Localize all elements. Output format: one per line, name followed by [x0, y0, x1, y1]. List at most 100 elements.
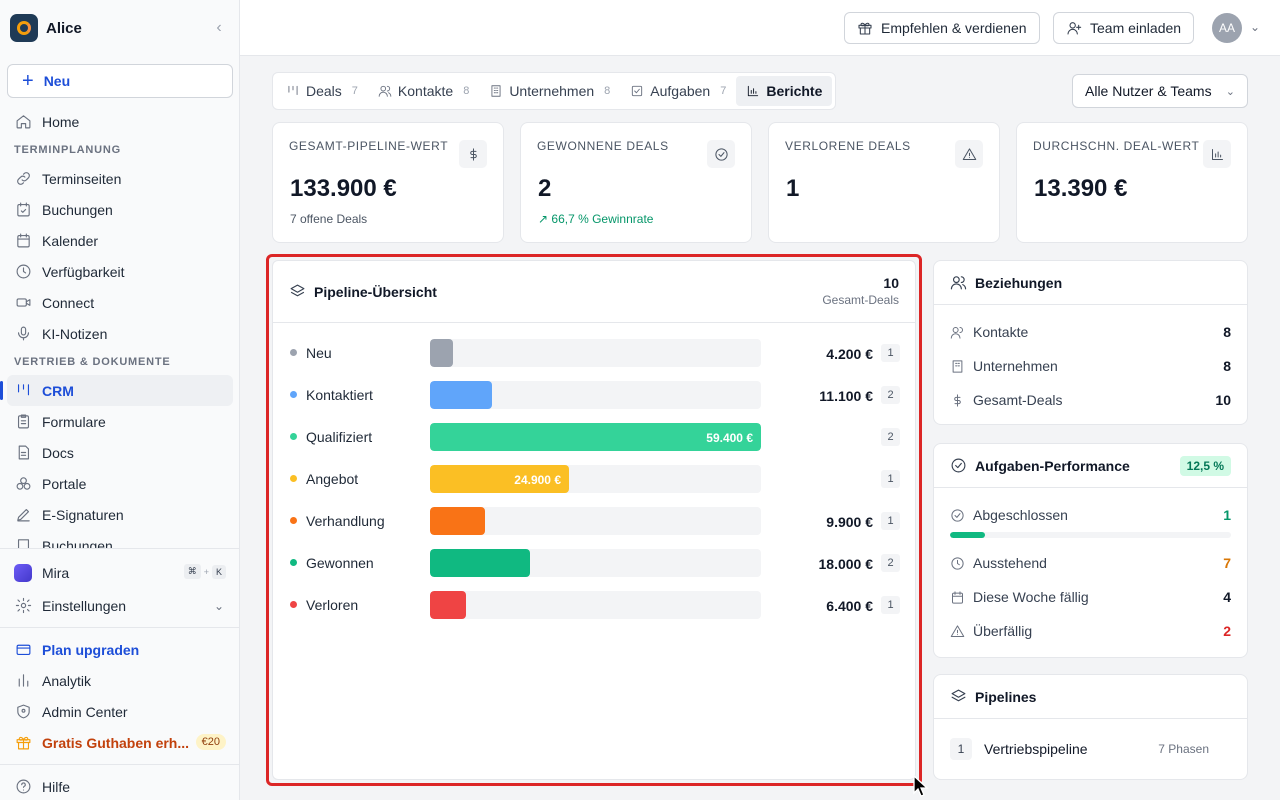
workspace-header[interactable]: Alice ‹	[0, 0, 239, 56]
avatar[interactable]: AA	[1212, 13, 1242, 43]
sidebar-item-docs[interactable]: Docs	[0, 437, 240, 468]
pipeline-stage-row[interactable]: Neu 4.200 € 1	[273, 339, 917, 367]
crm-tabs: Deals 7 Kontakte 8 Unternehmen 8 Aufgabe…	[272, 72, 837, 110]
sidebar-item-label: CRM	[42, 382, 74, 399]
shortcut-key: ⌘	[183, 564, 201, 579]
sidebar: Alice ‹ + Neu Home TERMINPLANUNG Termins…	[0, 0, 240, 800]
chevron-left-icon[interactable]: ‹	[216, 19, 222, 36]
gift-icon	[858, 22, 872, 35]
sidebar-item-label: Gratis Guthaben erh...	[42, 734, 190, 751]
relations-row-unternehmen[interactable]: Unternehmen 8	[950, 356, 1231, 376]
section-label-scheduling: TERMINPLANUNG	[14, 144, 121, 156]
sidebar-item-home[interactable]: Home	[0, 106, 240, 137]
stage-count-badge: 1	[881, 470, 900, 488]
sidebar-item-gratis-guthaben[interactable]: Gratis Guthaben erh... €20	[0, 727, 240, 758]
tab-deals[interactable]: Deals 7	[276, 76, 368, 106]
stage-bar-track	[430, 381, 761, 409]
relations-row-kontakte[interactable]: Kontakte 8	[950, 322, 1231, 342]
users-icon	[950, 276, 967, 290]
sidebar-item-kalender[interactable]: Kalender	[0, 225, 240, 256]
bar-chart-icon	[748, 85, 759, 97]
sidebar-item-label: E-Signaturen	[42, 506, 124, 523]
row-label: Kontakte	[973, 324, 1029, 340]
tab-count: 8	[463, 85, 470, 97]
tab-kontakte[interactable]: Kontakte 8	[368, 76, 479, 106]
stage-bar	[430, 549, 530, 577]
stage-bar	[430, 381, 492, 409]
sidebar-item-label: Buchungen	[42, 537, 113, 549]
crm-icon	[14, 382, 32, 400]
sidebar-item-label: Hilfe	[42, 778, 71, 795]
sidebar-item-analytik[interactable]: Analytik	[0, 665, 240, 696]
sidebar-item-ki-notizen[interactable]: KI-Notizen	[0, 318, 240, 349]
gear-icon	[14, 597, 32, 615]
invite-team-button[interactable]: Team einladen	[1053, 12, 1195, 44]
sidebar-item-label: Admin Center	[42, 703, 128, 720]
file-icon	[14, 444, 32, 462]
stage-bar-track: 24.900 €	[430, 465, 761, 493]
sidebar-item-buchungen[interactable]: Buchungen	[0, 194, 240, 225]
tab-aufgaben[interactable]: Aufgaben 7	[620, 76, 736, 106]
pipeline-item[interactable]: 1 Vertriebspipeline 7 Phasen	[950, 738, 1231, 760]
row-label: Diese Woche fällig	[973, 589, 1089, 605]
pipeline-stage-row[interactable]: Verhandlung 9.900 € 1	[273, 507, 917, 535]
stat-value: 1	[786, 175, 800, 202]
sidebar-item-verfuegbarkeit[interactable]: Verfügbarkeit	[0, 256, 240, 287]
relations-title: Beziehungen	[975, 274, 1063, 291]
plus-icon: +	[22, 70, 34, 92]
refer-button[interactable]: Empfehlen & verdienen	[844, 12, 1040, 44]
sidebar-item-formulare[interactable]: Formulare	[0, 406, 240, 437]
link-icon	[14, 170, 32, 188]
row-value: 10	[1215, 392, 1231, 408]
user-team-filter-select[interactable]: Alle Nutzer & Teams ⌄	[1072, 74, 1248, 108]
stage-color-dot	[290, 475, 297, 482]
win-rate-text: 66,7 % Gewinnrate	[551, 212, 654, 226]
sidebar-item-admin-center[interactable]: Admin Center	[0, 696, 240, 727]
sidebar-item-portale[interactable]: Portale	[0, 468, 240, 499]
sidebar-item-mira[interactable]: Mira ⌘ + K	[0, 557, 240, 588]
sidebar-item-buchhaltung[interactable]: Buchungen	[0, 530, 240, 548]
tasks-header: Aufgaben-Performance 12,5 %	[934, 444, 1247, 488]
stage-color-dot	[290, 601, 297, 608]
clock-icon	[14, 263, 32, 281]
chevron-down-icon[interactable]: ⌄	[1250, 20, 1261, 34]
tasks-row-pending: Ausstehend 7	[950, 553, 1231, 573]
sidebar-item-plan-upgraden[interactable]: Plan upgraden	[0, 634, 240, 665]
mouse-cursor	[913, 775, 929, 797]
pipeline-stage-row[interactable]: Qualifiziert 59.400 € 2	[273, 423, 917, 451]
sidebar-item-hilfe[interactable]: Hilfe	[0, 771, 240, 800]
sidebar-item-label: Plan upgraden	[42, 641, 140, 658]
workspace-name: Alice	[46, 19, 82, 37]
sidebar-item-connect[interactable]: Connect	[0, 287, 240, 318]
sidebar-item-e-signaturen[interactable]: E-Signaturen	[0, 499, 240, 530]
shield-user-icon	[14, 703, 32, 721]
deals-icon	[288, 85, 298, 95]
sidebar-nav[interactable]: Home TERMINPLANUNG Terminseiten Buchunge…	[0, 106, 240, 548]
pipeline-stage-row[interactable]: Gewonnen 18.000 € 2	[273, 549, 917, 577]
sidebar-item-terminseiten[interactable]: Terminseiten	[0, 163, 240, 194]
pipelines-card: Pipelines 1 Vertriebspipeline 7 Phasen	[933, 674, 1248, 780]
tab-label: Deals	[306, 83, 342, 99]
tab-berichte[interactable]: Berichte	[736, 76, 833, 106]
divider	[0, 764, 240, 765]
stage-color-dot	[290, 433, 297, 440]
stage-value-label: 6.400 €	[826, 598, 873, 614]
tab-unternehmen[interactable]: Unternehmen 8	[479, 76, 620, 106]
pipeline-stage-row[interactable]: Verloren 6.400 € 1	[273, 591, 917, 619]
pen-icon	[14, 506, 32, 524]
pipeline-stage-row[interactable]: Angebot 24.900 € 1	[273, 465, 917, 493]
stage-color-dot	[290, 559, 297, 566]
tab-count: 7	[720, 85, 727, 97]
help-icon	[14, 778, 32, 796]
pipeline-stage-row[interactable]: Kontaktiert 11.100 € 2	[273, 381, 917, 409]
credit-card-icon	[14, 641, 32, 659]
check-circle-icon	[951, 458, 966, 473]
tab-label: Kontakte	[397, 83, 454, 99]
relations-row-gesamt-deals[interactable]: Gesamt-Deals 10	[950, 390, 1231, 410]
sidebar-item-crm[interactable]: CRM	[0, 375, 233, 406]
user-plus-icon	[1067, 22, 1082, 35]
sidebar-item-einstellungen[interactable]: Einstellungen ⌄	[0, 590, 240, 621]
stat-card-pipeline-value: GESAMT-PIPELINE-WERT 133.900 € 7 offene …	[272, 122, 504, 243]
new-button[interactable]: + Neu	[7, 64, 233, 98]
pipeline-name: Vertriebspipeline	[984, 741, 1088, 757]
